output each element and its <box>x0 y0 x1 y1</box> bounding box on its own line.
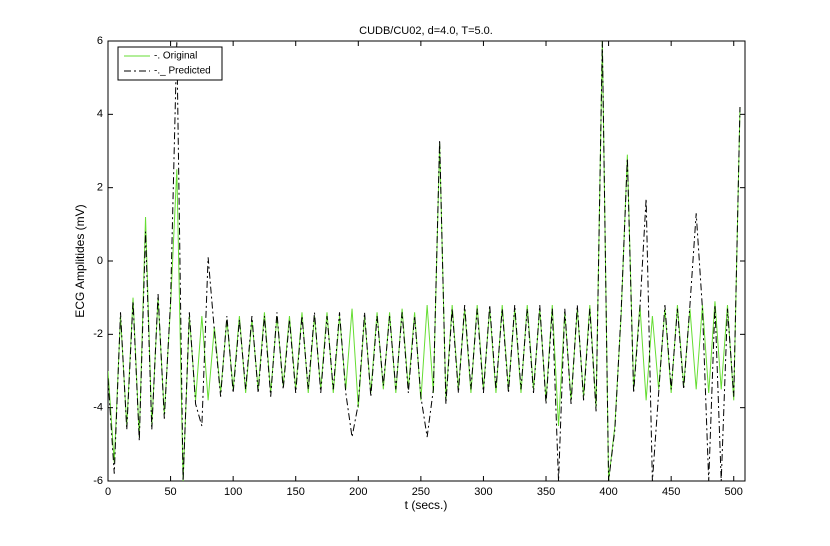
y-tick-label: -2 <box>93 328 103 340</box>
y-tick-label: 4 <box>97 108 103 120</box>
x-tick-label: 200 <box>349 486 367 498</box>
x-tick-label: 50 <box>164 486 176 498</box>
x-tick-label: 450 <box>662 486 680 498</box>
x-tick-label: 350 <box>537 486 555 498</box>
lines <box>108 41 741 481</box>
x-tick-label: 500 <box>725 486 743 498</box>
plot-area <box>107 40 746 482</box>
legend-label: -. Original <box>154 51 197 62</box>
y-tick-label: 6 <box>97 35 103 47</box>
y-tick-label: -6 <box>93 475 103 487</box>
y-tick-label: 0 <box>97 255 103 267</box>
x-tick-label: 400 <box>599 486 617 498</box>
legend-label: -._ Predicted <box>154 66 211 77</box>
x-tick-label: 0 <box>105 486 111 498</box>
legend-box <box>117 46 223 81</box>
y-axis-label: ECG Amplitides (mV) <box>73 204 87 317</box>
y-tick-label: -4 <box>93 402 103 414</box>
x-axis-label: t (secs.) <box>405 498 448 512</box>
y-tick-label: 2 <box>97 182 103 194</box>
x-tick-label: 150 <box>287 486 305 498</box>
chart-title: CUDB/CU02, d=4.0, T=5.0. <box>359 25 493 37</box>
x-tick-label: 100 <box>224 486 242 498</box>
series-line <box>108 41 741 481</box>
x-tick-label: 300 <box>474 486 492 498</box>
x-tick-label: 250 <box>412 486 430 498</box>
